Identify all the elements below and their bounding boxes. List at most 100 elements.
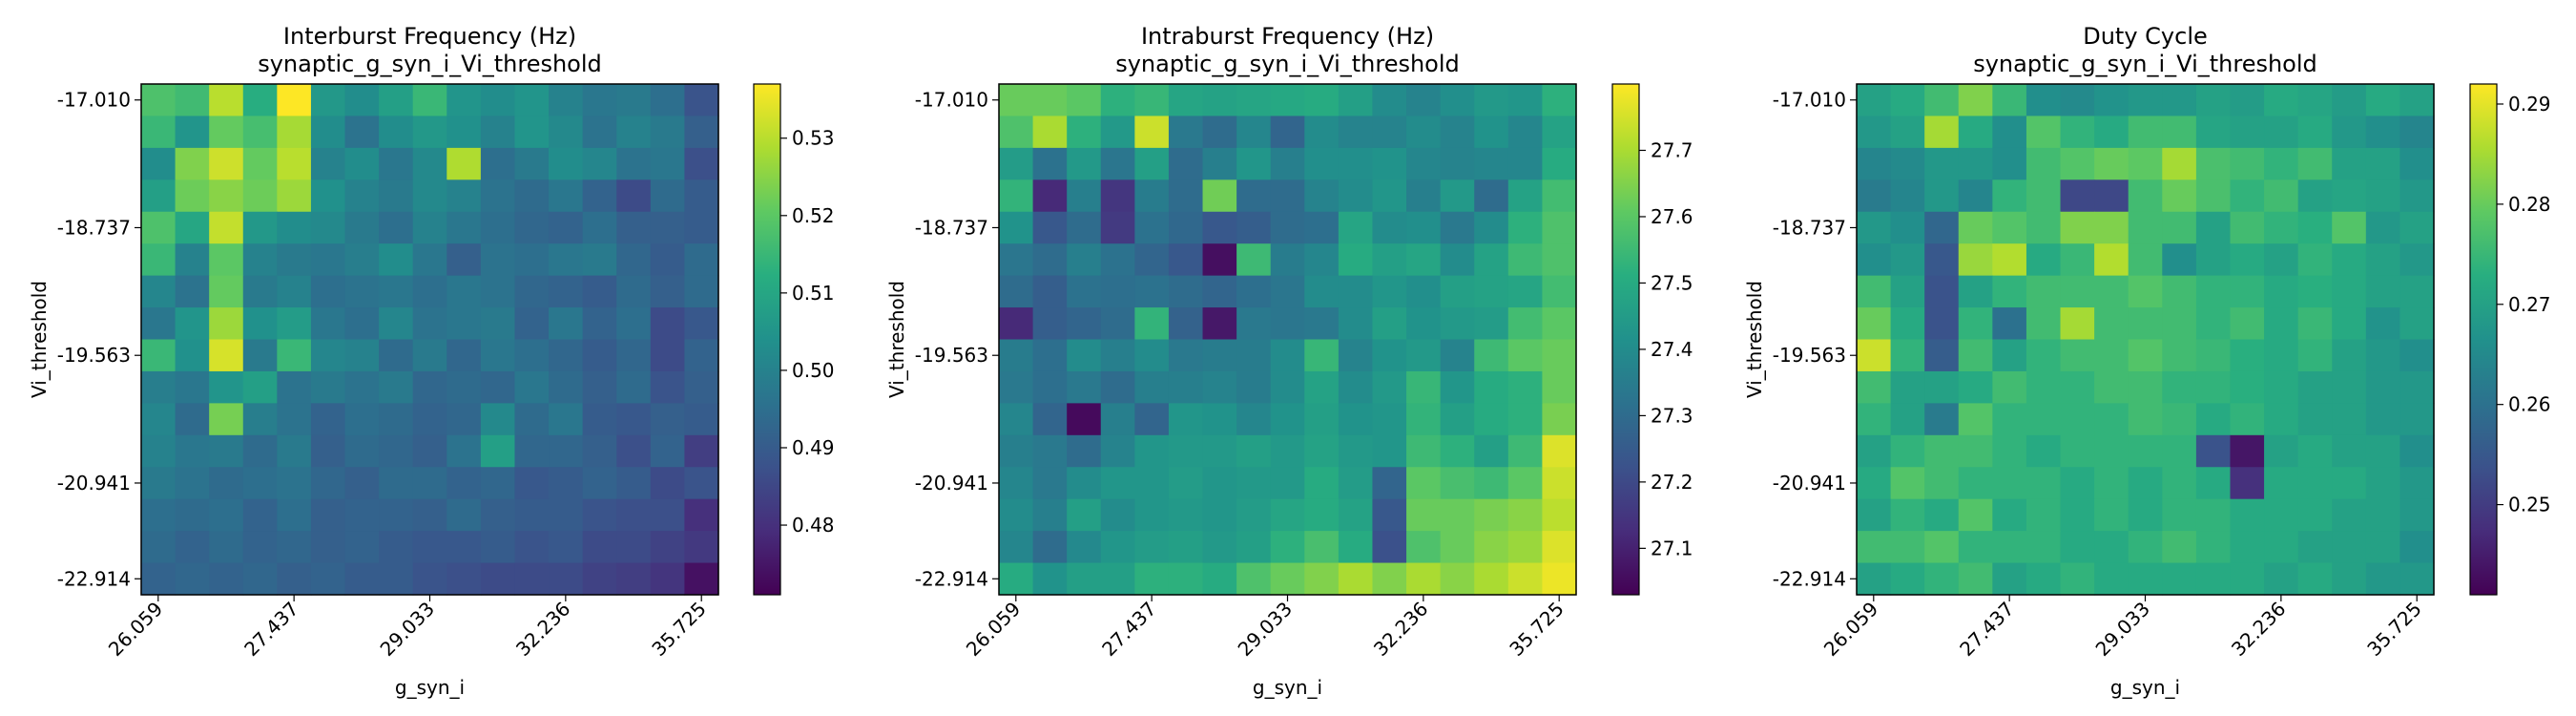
heatmap-cell <box>1304 531 1340 564</box>
heatmap-cell <box>616 211 652 244</box>
heatmap-cell <box>1100 116 1135 149</box>
heatmap-cell <box>1406 84 1442 117</box>
heatmap-cell <box>1440 307 1475 341</box>
heatmap-cell <box>1542 275 1577 308</box>
heatmap-cell <box>514 403 550 436</box>
heatmap-cell <box>650 498 686 532</box>
heatmap-cell <box>1857 403 1892 436</box>
heatmap-cell <box>344 403 380 436</box>
heatmap-cell <box>2399 84 2435 117</box>
heatmap-cell <box>379 370 414 404</box>
heatmap-cell <box>2128 531 2163 564</box>
heatmap-cell <box>2230 531 2265 564</box>
heatmap-cell <box>277 147 312 180</box>
heatmap-cell <box>412 370 447 404</box>
heatmap-cell <box>1507 84 1544 117</box>
heatmap-cell <box>175 370 210 404</box>
heatmap-cell <box>2365 467 2401 500</box>
heatmap-cell <box>1542 531 1577 564</box>
heatmap-cell <box>1134 275 1170 308</box>
heatmap-cell <box>480 562 516 596</box>
heatmap-cell <box>175 179 210 213</box>
heatmap-cell <box>1134 434 1170 468</box>
heatmap-cell <box>344 84 380 117</box>
heatmap-cell <box>1067 147 1102 180</box>
colorbar-tick-label: 27.2 <box>1651 471 1693 494</box>
heatmap-cell <box>379 339 414 372</box>
heatmap-cell <box>2195 179 2232 213</box>
heatmap-cell <box>999 339 1034 372</box>
heatmap-cell <box>1100 307 1135 341</box>
heatmap-cell <box>1168 370 1204 404</box>
heatmap-cell <box>1236 84 1272 117</box>
heatmap-cell <box>514 434 550 468</box>
heatmap-cell <box>480 211 516 244</box>
heatmap-cell <box>242 403 278 436</box>
heatmap-cell <box>549 211 584 244</box>
heatmap-cell <box>1507 275 1544 308</box>
heatmap-cell <box>141 498 177 532</box>
colorbar-tick-label: 0.53 <box>792 127 835 150</box>
heatmap-cell <box>175 275 210 308</box>
heatmap-cell <box>1270 275 1305 308</box>
heatmap-cell <box>175 434 210 468</box>
heatmap-cell <box>616 116 652 149</box>
heatmap-cell <box>1857 370 1892 404</box>
heatmap-cell <box>447 403 482 436</box>
heatmap-cell <box>1890 84 1925 117</box>
heatmap-cell <box>141 147 177 180</box>
heatmap-cell <box>1168 307 1204 341</box>
heatmap-cell <box>650 339 686 372</box>
heatmap-cell <box>2094 211 2129 244</box>
heatmap-cell <box>141 84 177 117</box>
heatmap-cell <box>2297 403 2333 436</box>
heatmap-cell <box>616 370 652 404</box>
heatmap-cell <box>1958 179 1993 213</box>
heatmap-cell <box>1032 370 1068 404</box>
heatmap-cell <box>1958 211 1993 244</box>
heatmap-cell <box>2025 275 2062 308</box>
heatmap-cell <box>999 84 1034 117</box>
heatmap-cell <box>1270 562 1305 596</box>
heatmap-cell <box>2094 403 2129 436</box>
chart-subtitle: synaptic_g_syn_i_Vi_threshold <box>1115 51 1460 77</box>
colorbar-tick-label: 27.6 <box>1651 205 1693 228</box>
heatmap-cell <box>1507 211 1544 244</box>
heatmap-cell <box>684 498 719 532</box>
colorbar-tick-label: 0.27 <box>2508 293 2551 316</box>
heatmap-cell <box>2195 307 2232 341</box>
heatmap-cell <box>1542 403 1577 436</box>
heatmap-cell <box>175 531 210 564</box>
heatmap-cell <box>277 179 312 213</box>
heatmap-cell <box>1542 243 1577 277</box>
heatmap-cell <box>447 307 482 341</box>
heatmap-cell <box>1372 147 1407 180</box>
colorbar-tick-label: 0.49 <box>792 436 835 459</box>
heatmap-cell <box>242 562 278 596</box>
heatmap-cell <box>2094 84 2129 117</box>
heatmap-cell <box>2230 498 2265 532</box>
heatmap-cell <box>447 179 482 213</box>
heatmap-cell <box>1406 275 1442 308</box>
heatmap-cell <box>447 211 482 244</box>
heatmap-cell <box>2332 467 2367 500</box>
heatmap-cell <box>2365 84 2401 117</box>
heatmap-cell <box>999 116 1034 149</box>
heatmap-cell <box>684 467 719 500</box>
heatmap-cell <box>1032 531 1068 564</box>
heatmap-cell <box>582 84 617 117</box>
heatmap-cell <box>1270 307 1305 341</box>
heatmap-cell <box>582 434 617 468</box>
heatmap-cell <box>209 403 244 436</box>
heatmap-cell <box>1440 116 1475 149</box>
heatmap-cell <box>277 562 312 596</box>
heatmap-cell <box>1406 562 1442 596</box>
heatmap-cell <box>582 467 617 500</box>
heatmap-cell <box>2365 531 2401 564</box>
heatmap-cell <box>2025 307 2062 341</box>
heatmap-cell <box>1202 339 1237 372</box>
heatmap-cell <box>2332 339 2367 372</box>
heatmap-cell <box>582 275 617 308</box>
heatmap-cell <box>379 243 414 277</box>
heatmap-cell <box>582 179 617 213</box>
